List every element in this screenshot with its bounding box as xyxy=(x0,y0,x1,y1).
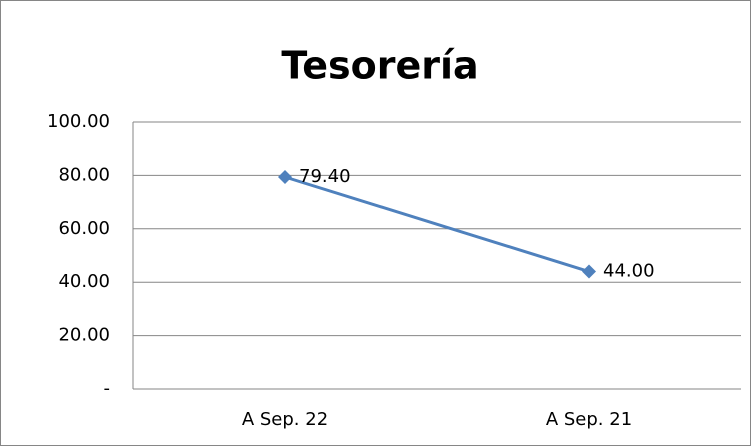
x-tick-label: A Sep. 22 xyxy=(242,409,328,430)
y-tick-label: 20.00 xyxy=(58,325,110,346)
value-label: 44.00 xyxy=(603,261,655,282)
y-tick-label: 80.00 xyxy=(58,164,110,185)
marker xyxy=(582,264,596,279)
series-line xyxy=(284,175,590,273)
y-tick-label: 100.00 xyxy=(47,111,110,132)
x-tick-label: A Sep. 21 xyxy=(546,409,632,430)
marker xyxy=(278,170,292,185)
y-tick-label: 60.00 xyxy=(58,218,110,239)
y-tick-label: 40.00 xyxy=(58,271,110,292)
y-tick-label: - xyxy=(104,378,111,399)
chart-title: Tesorería xyxy=(281,44,478,88)
value-label: 79.40 xyxy=(299,166,351,187)
